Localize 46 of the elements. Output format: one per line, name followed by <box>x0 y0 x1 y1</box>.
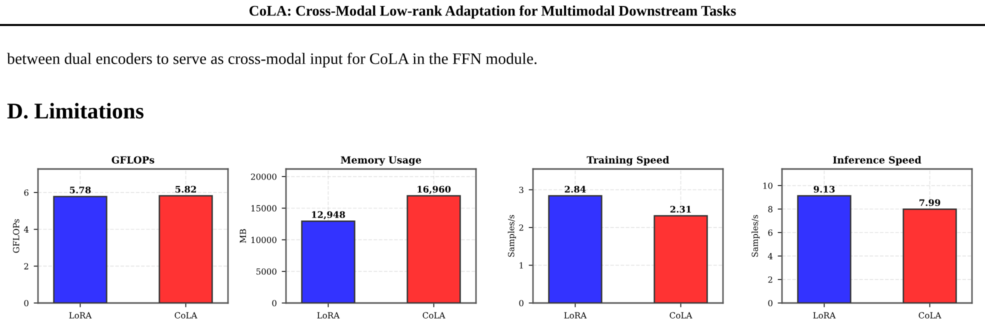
x-tick-label: LoRA <box>813 312 836 318</box>
chart-title: Training Speed <box>586 156 670 166</box>
x-tick-label: LoRA <box>69 312 92 318</box>
text: between dual encoders to serve as cross-modal input for CoLA in the FFN module. <box>7 52 536 68</box>
x-tick-label: CoLA <box>174 312 198 318</box>
y-tick-label: 4 <box>24 226 29 232</box>
y-tick-label: 0 <box>24 300 28 306</box>
data-label: 7.99 <box>920 199 940 206</box>
y-tick-label: 20000 <box>251 174 276 180</box>
y-axis-title: GFLOPs <box>12 219 20 253</box>
x-tick-label: CoLA <box>670 312 692 318</box>
y-tick-label: 3 <box>519 186 524 194</box>
x-tick-label: CoLA <box>422 312 446 318</box>
text: CoLA: Cross-Modal Low-rank Adaptation for Multimodal Downstream Tasks <box>250 5 736 19</box>
x-tick-label: LoRA <box>317 312 340 318</box>
y-tick-label: 8 <box>768 206 772 212</box>
y-axis-title: Samples/s <box>752 214 760 257</box>
y-axis-title: Samples/s <box>508 214 516 257</box>
y-tick-label: 2 <box>24 263 28 270</box>
y-axis-title: MB <box>240 229 246 243</box>
data-label: 2.84 <box>564 186 586 193</box>
y-tick-label: 2 <box>768 276 772 283</box>
data-label: 16,960 <box>418 186 451 194</box>
data-label: 9.13 <box>814 186 835 193</box>
chart-title: GFLOPs <box>112 156 154 164</box>
data-label: 2.31 <box>670 206 691 213</box>
y-tick-label: 1 <box>520 262 523 268</box>
data-label: 12,948 <box>312 211 346 220</box>
chart-title: Inference Speed <box>833 156 922 166</box>
y-tick-label: 4 <box>768 253 773 260</box>
data-label: 5.82 <box>176 186 196 193</box>
text: D. Limitations <box>7 102 144 119</box>
y-tick-label: 0 <box>768 300 772 306</box>
x-tick-label: LoRA <box>564 312 587 318</box>
y-tick-label: 10 <box>763 182 772 189</box>
y-tick-label: 6 <box>24 189 28 196</box>
x-tick-label: CoLA <box>918 312 942 318</box>
y-tick-label: 0 <box>272 300 276 306</box>
y-tick-label: 6 <box>768 230 772 236</box>
y-tick-label: 5000 <box>256 268 276 275</box>
y-tick-label: 2 <box>519 224 524 231</box>
y-tick-label: 0 <box>519 300 524 306</box>
y-tick-label: 10000 <box>251 236 276 244</box>
chart-title: Memory Usage <box>340 156 422 166</box>
data-label: 5.78 <box>70 186 91 194</box>
y-tick-label: 15000 <box>251 205 276 212</box>
